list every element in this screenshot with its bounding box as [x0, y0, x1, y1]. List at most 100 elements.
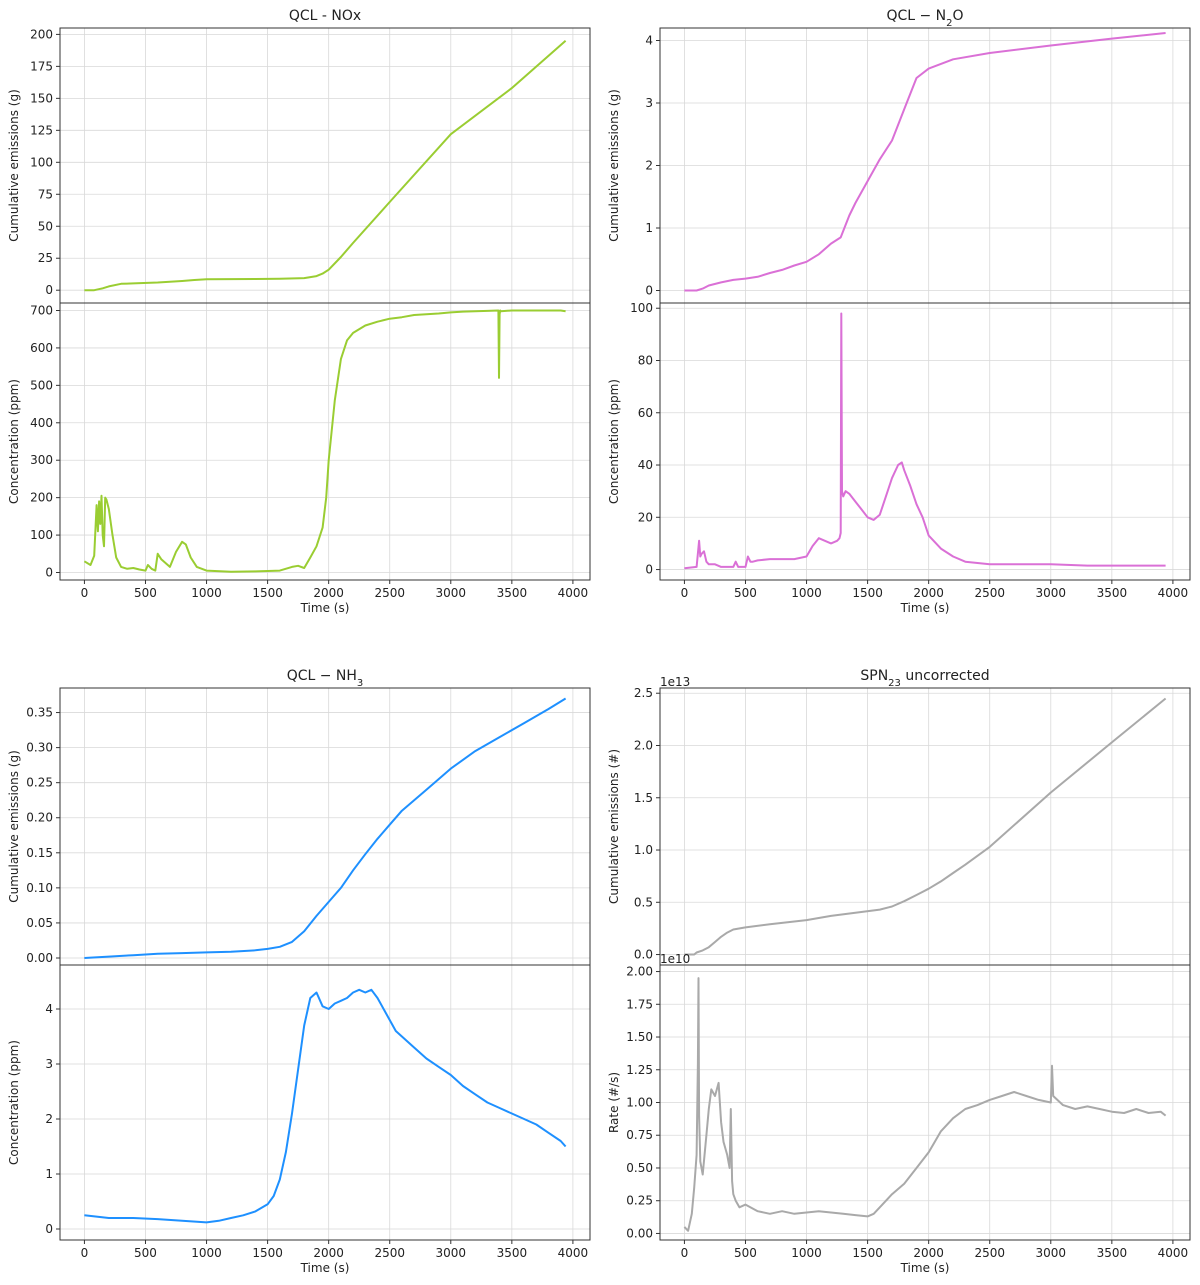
y-tick-label: 1.5 — [634, 791, 653, 805]
y-tick-label: 0.25 — [626, 1194, 653, 1208]
x-tick-label: 0 — [681, 1246, 689, 1260]
y-tick-label: 2 — [645, 159, 653, 173]
y-tick-label: 0.0 — [634, 948, 653, 962]
title-main: SPN — [860, 668, 888, 684]
y-axis-label: Cumulative emissions (#) — [607, 749, 621, 904]
y-axis-label: Cumulative emissions (g) — [7, 750, 21, 903]
x-tick-label: 500 — [734, 1246, 757, 1260]
series-line — [84, 988, 567, 1224]
y-tick-label: 1 — [645, 221, 653, 235]
x-tick-label: 1500 — [252, 586, 283, 600]
y-tick-label: 1 — [45, 1167, 53, 1181]
x-axis-label: Time (s) — [900, 1261, 950, 1275]
y-tick-label: 50 — [38, 219, 53, 233]
y-tick-label: 1.0 — [634, 843, 653, 857]
axes-frame — [59, 964, 591, 1241]
x-tick-label: 1000 — [791, 1246, 822, 1260]
y-tick-label: 300 — [30, 453, 53, 467]
y-axis-label: Concentration (ppm) — [7, 1040, 21, 1165]
x-tick-label: 0 — [681, 586, 689, 600]
y-tick-label: 100 — [30, 528, 53, 542]
y-tick-label: 3 — [645, 96, 653, 110]
x-tick-label: 4000 — [1158, 1246, 1189, 1260]
y-tick-label: 175 — [30, 59, 53, 73]
axes-frame — [659, 302, 1191, 581]
y-tick-label: 400 — [30, 416, 53, 430]
x-axis-label: Time (s) — [300, 1261, 350, 1275]
title-subscript: 2 — [946, 18, 952, 29]
x-tick-label: 2500 — [374, 586, 405, 600]
x-tick-label: 0 — [81, 1246, 89, 1260]
y-tick-label: 500 — [30, 378, 53, 392]
x-tick-label: 4000 — [558, 1246, 589, 1260]
x-tick-label: 3000 — [436, 1246, 467, 1260]
y-tick-label: 0.25 — [26, 776, 53, 790]
y-tick-label: 80 — [638, 353, 653, 367]
title-main: QCL − N — [886, 8, 946, 24]
axes-frame — [59, 687, 591, 966]
y-axis-label: Rate (#/s) — [607, 1072, 621, 1133]
y-axis-label: Cumulative emissions (g) — [607, 89, 621, 242]
x-tick-label: 2000 — [913, 1246, 944, 1260]
y-tick-label: 4 — [645, 34, 653, 48]
title-main: QCL − NH — [287, 668, 357, 684]
y-tick-label: 40 — [638, 458, 653, 472]
axes-frame — [659, 964, 1191, 1241]
y-tick-label: 0 — [645, 284, 653, 298]
x-tick-label: 4000 — [558, 586, 589, 600]
subplot-cumulative: 0 25 50 75 100 125 150 175 200 Cumulative emissio… — [7, 27, 591, 304]
subplot-concentration: 0 1 2 3 4 Concentration (ppm) — [7, 964, 591, 1241]
panel-NH3: QCL − NH30.000.050.100.150.200.250.300.3… — [7, 668, 591, 1275]
subplot-cumulative: 0.0 0.5 1.0 1.5 2.0 2.5 1e13 Cumulative emissio… — [607, 675, 1191, 966]
y-tick-label: 0.30 — [26, 741, 53, 755]
y-tick-label: 1.00 — [626, 1096, 653, 1110]
series-line — [83, 309, 566, 573]
y-tick-label: 0 — [45, 283, 53, 297]
title-subscript: 23 — [888, 678, 901, 689]
y-axis-label: Cumulative emissions (g) — [7, 89, 21, 242]
chart-title: QCL − NH3 — [287, 668, 364, 689]
x-tick-label: 3000 — [436, 586, 467, 600]
y-tick-label: 0.35 — [26, 706, 53, 720]
y-tick-label: 0.5 — [634, 895, 653, 909]
x-axis-label: Time (s) — [300, 601, 350, 615]
y-tick-label: 0 — [645, 563, 653, 577]
y-tick-label: 0.00 — [626, 1226, 653, 1240]
title-tail: O — [953, 8, 964, 24]
x-tick-label: 1500 — [852, 586, 883, 600]
x-tick-label: 1000 — [191, 1246, 222, 1260]
panel-SPN23: SPN23 uncorrected 0.0 0.5 1.0 1.5 2.0 2.5 1e13 C… — [607, 668, 1191, 1275]
x-tick-label: 2000 — [313, 1246, 344, 1260]
title-subscript: 3 — [357, 678, 363, 689]
x-tick-label: 1500 — [852, 1246, 883, 1260]
y-tick-label: 200 — [30, 27, 53, 41]
y-tick-label: 2.5 — [634, 686, 653, 700]
x-tick-label: 1000 — [791, 586, 822, 600]
x-tick-label: 1500 — [252, 1246, 283, 1260]
y-tick-label: 0.20 — [26, 811, 53, 825]
panel-NOx: QCL - NOx 0 25 50 75 100 125 150 175 200 Cumulativ… — [7, 8, 591, 615]
x-tick-label: 2500 — [974, 1246, 1005, 1260]
y-tick-label: 200 — [30, 491, 53, 505]
y-tick-label: 2 — [45, 1112, 53, 1126]
y-tick-label: 4 — [45, 1002, 53, 1016]
y-tick-label: 0.00 — [26, 951, 53, 965]
axes-frame — [659, 687, 1191, 966]
y-tick-label: 0.05 — [26, 916, 53, 930]
y-tick-label: 0.15 — [26, 846, 53, 860]
series-line — [84, 40, 567, 292]
x-tick-label: 4000 — [1158, 586, 1189, 600]
axes-frame — [59, 27, 591, 304]
x-tick-label: 3500 — [1097, 1246, 1128, 1260]
chart-title: QCL − N2O — [886, 8, 963, 29]
axes-frame — [59, 302, 591, 581]
y-tick-label: 3 — [45, 1057, 53, 1071]
y-tick-label: 0.50 — [626, 1161, 653, 1175]
subplot-cumulative: 0 1 2 3 4 Cumulative emissions (g) — [607, 27, 1191, 304]
axis-offset-label: 1e13 — [660, 675, 690, 689]
y-tick-label: 0 — [45, 1222, 53, 1236]
chart-title: QCL - NOx — [289, 8, 361, 24]
y-tick-label: 75 — [38, 187, 53, 201]
x-tick-label: 2000 — [313, 586, 344, 600]
y-tick-label: 150 — [30, 91, 53, 105]
